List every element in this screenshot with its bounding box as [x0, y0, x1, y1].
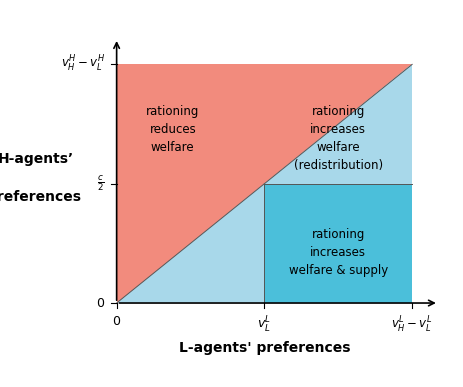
Text: $0$: $0$	[112, 315, 121, 328]
Polygon shape	[117, 64, 412, 303]
Text: rationing
increases
welfare
(redistribution): rationing increases welfare (redistribut…	[294, 105, 383, 172]
Text: rationing
reduces
welfare: rationing reduces welfare	[146, 106, 200, 154]
Text: $\frac{c}{2}$: $\frac{c}{2}$	[97, 174, 105, 194]
Text: L-agents' preferences: L-agents' preferences	[179, 341, 350, 355]
Text: $v_H^L - v_L^L$: $v_H^L - v_L^L$	[391, 315, 433, 335]
Polygon shape	[117, 64, 412, 303]
Text: H-agents’: H-agents’	[0, 152, 74, 166]
Text: rationing
increases
welfare & supply: rationing increases welfare & supply	[288, 228, 388, 277]
Text: $v_H^H - v_L^H$: $v_H^H - v_L^H$	[61, 54, 105, 74]
Text: $0$: $0$	[96, 296, 105, 310]
Text: $v_L^L$: $v_L^L$	[257, 315, 272, 335]
Text: preferences: preferences	[0, 190, 82, 204]
Bar	[264, 184, 412, 303]
